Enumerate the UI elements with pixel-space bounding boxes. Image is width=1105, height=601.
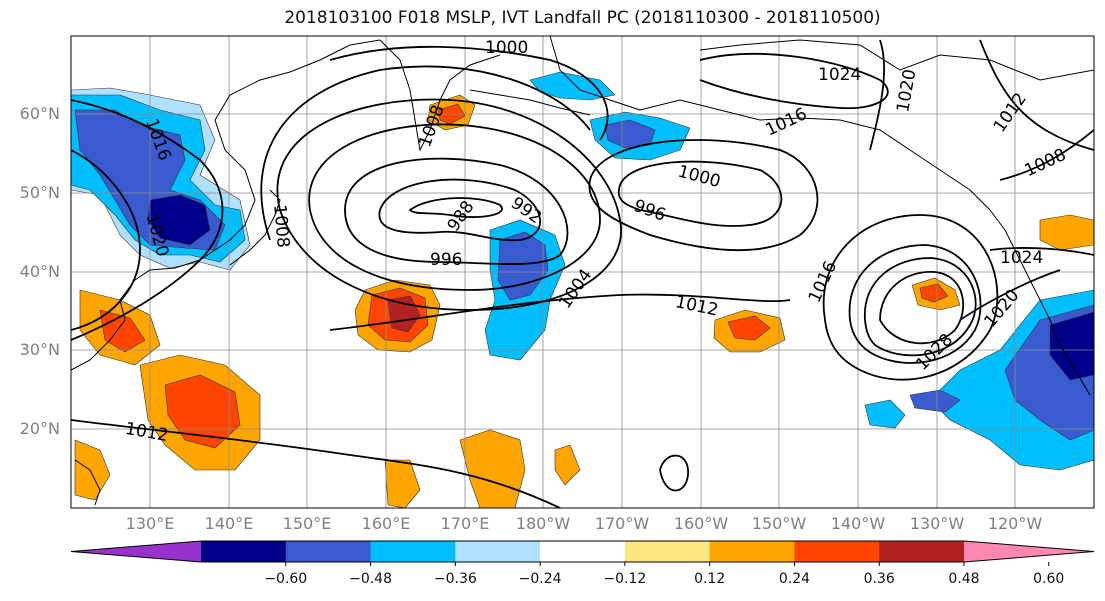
coast-kamchatka [379,39,501,152]
colorbar-outline [70,540,1095,563]
shade-tropic3-orange [554,444,581,486]
contour-1008-ne [999,129,1094,181]
contour-1016-west [71,99,224,341]
contour-1016-high [822,214,999,381]
contour-1028 [879,271,964,345]
coast-namerica [989,209,1091,396]
lon-label: 180°W [515,514,571,533]
contour-low-hawaii [659,454,689,492]
contour-1012-ne [979,39,1094,151]
lon-label: 170°E [440,514,490,533]
colorbar-tick-label: 0.36 [863,571,895,587]
colorbar-tick-label: −0.36 [433,571,477,587]
colorbar-extend-min [71,541,201,562]
lon-label: 170°W [594,514,650,533]
colorbar-segment [624,541,711,562]
contour-1020-high [848,244,982,364]
contour-996-west [344,157,569,266]
coast-alaska [549,36,991,211]
coast-asia [71,39,381,371]
colorbar-segment [879,541,965,562]
shade-nep-red [919,283,949,303]
shade-tropic2-orange [384,459,421,508]
colorbar-tick-label: 0.48 [948,571,980,587]
colorbar-tick-label: −0.60 [264,571,308,587]
ivt-shading [71,71,1094,508]
lon-label: 140°W [830,514,886,533]
contour-label: 996 [430,250,462,270]
lon-label: 150°E [282,514,332,533]
lon-label: 130°W [909,514,965,533]
colorbar-tick-label: −0.48 [349,571,392,587]
lat-label: 30°N [19,340,60,359]
lat-label: 20°N [19,419,60,438]
contour-1012-south [71,419,561,508]
colorbar-tick-label: 0.60 [1033,571,1065,587]
coast-canada [699,39,1094,81]
lon-label: 130°E [125,514,175,533]
contour-1004 [276,98,622,311]
shade-gulf-alaska-blue [604,119,656,149]
contour-1020-east [959,269,1061,321]
contour-1012-band [329,293,791,331]
lat-label: 60°N [19,104,60,123]
contour-1008 [260,65,591,241]
map-border [70,35,1095,509]
contour-1000-west [308,123,601,291]
lon-label: 120°W [987,514,1043,533]
map-title: 2018103100 F018 MSLP, IVT Landfall PC (2… [284,8,881,28]
mslp-contours [71,39,1094,508]
lat-label: 40°N [19,262,60,281]
shade-nep-blue-small [864,399,906,429]
contour-label: 1008 [269,204,293,249]
shade-hawaii-red [727,315,771,341]
contour-1024-east [989,247,1094,256]
colorbar-tick-label: 0.12 [694,571,726,587]
shade-central-blue [497,231,549,301]
colorbar-segment [794,541,880,562]
shade-tropic1-orange [459,429,526,508]
colorbar-segment [370,541,456,562]
lon-label: 140°E [204,514,254,533]
colorbar-tick-label: −0.24 [518,571,562,587]
shade-nep-blue-small2 [909,389,961,413]
contour-label: 1024 [818,65,861,85]
contour-996-east [617,160,783,227]
shade-tropic4-orange [74,439,111,501]
colorbar-segment [709,541,795,562]
contour-1000-east [588,139,819,252]
lon-label: 160°W [673,514,729,533]
contour-1020-west [71,149,141,331]
lat-label: 50°N [19,183,60,202]
contour-1000-top [329,45,609,141]
colorbar-extend-max [964,541,1094,562]
colorbar-tick-label: 0.24 [778,571,811,587]
shade-canada-orange [1039,214,1094,251]
contour-988 [408,197,503,218]
lon-label: 150°W [751,514,807,533]
lon-label: 160°E [361,514,411,533]
colorbar-segment [540,541,626,562]
shade-philippine-red [164,374,241,449]
colorbar-segment [455,541,541,562]
contour-1020-top [869,39,886,151]
colorbar-segment [201,541,287,562]
contour-1024 [864,257,977,357]
contour-992 [378,178,541,242]
colorbar-segment [285,541,372,562]
coast-philippines [74,459,101,506]
colorbar-tick-label: −0.12 [603,571,647,587]
colorbar [70,540,1095,566]
contour-1024-top [699,53,889,110]
contour-label: 1024 [1000,248,1043,268]
contour-label: 1000 [485,38,528,58]
